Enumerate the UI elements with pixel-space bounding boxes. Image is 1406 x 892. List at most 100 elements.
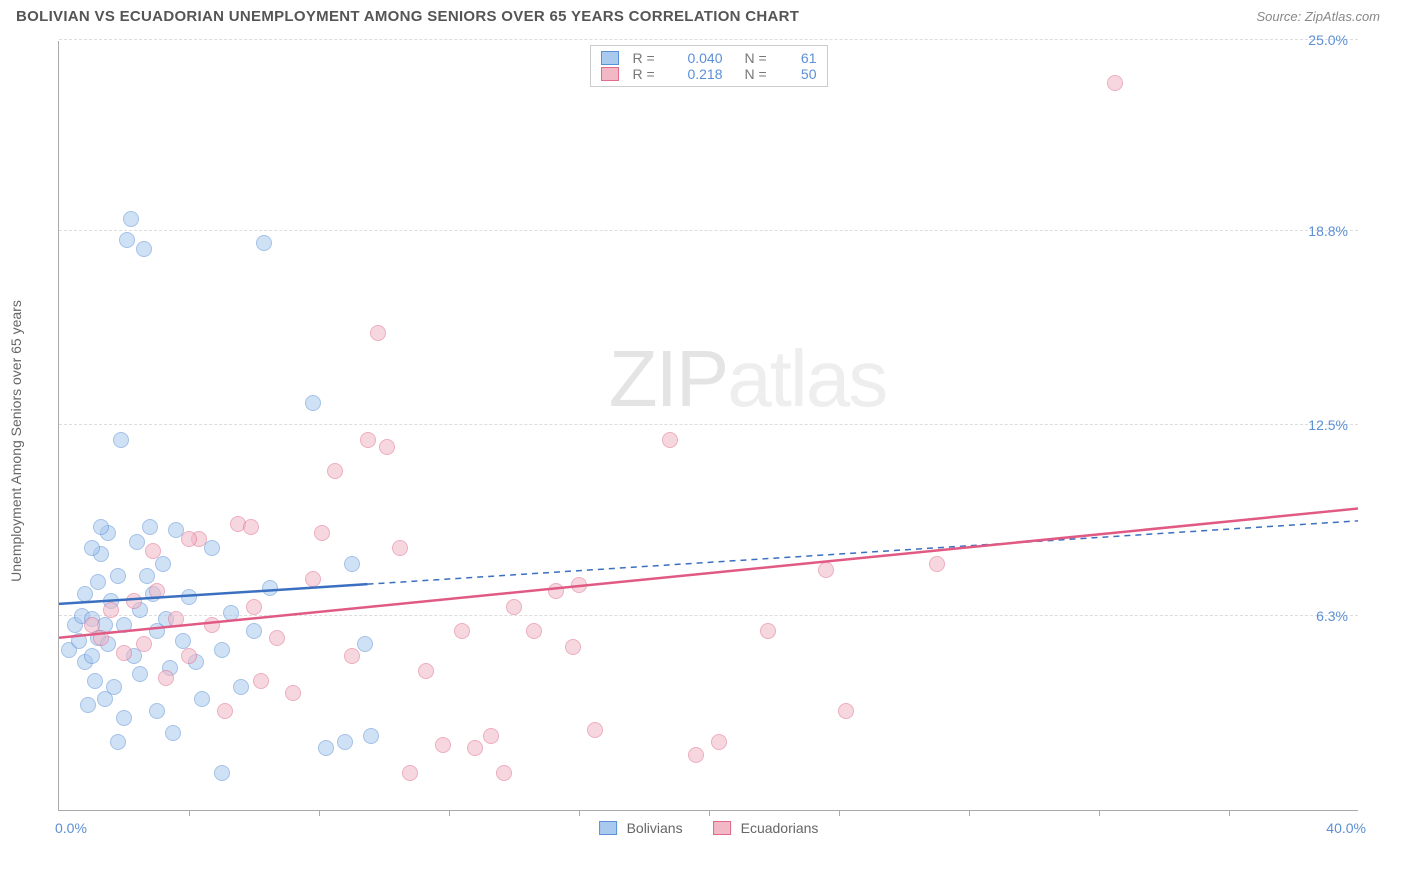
data-point	[84, 540, 100, 556]
data-point	[113, 432, 129, 448]
data-point	[571, 577, 587, 593]
grid-line	[59, 424, 1358, 425]
legend-label: Bolivians	[627, 820, 683, 836]
y-tick-label: 25.0%	[1308, 32, 1348, 48]
data-point	[526, 623, 542, 639]
x-tick	[1099, 810, 1100, 816]
legend-r-label: R =	[633, 66, 663, 82]
chart-title: BOLIVIAN VS ECUADORIAN UNEMPLOYMENT AMON…	[16, 8, 799, 25]
x-tick	[709, 810, 710, 816]
data-point	[483, 728, 499, 744]
data-point	[305, 395, 321, 411]
source-label: Source: ZipAtlas.com	[1256, 9, 1380, 24]
data-point	[838, 703, 854, 719]
data-point	[662, 432, 678, 448]
data-point	[129, 534, 145, 550]
data-point	[337, 734, 353, 750]
data-point	[149, 703, 165, 719]
data-point	[217, 703, 233, 719]
data-point	[256, 235, 272, 251]
data-point	[223, 605, 239, 621]
data-point	[87, 673, 103, 689]
data-point	[344, 556, 360, 572]
trend-lines	[59, 41, 1358, 810]
data-point	[565, 639, 581, 655]
x-tick	[969, 810, 970, 816]
legend-r-value: 0.040	[673, 50, 723, 66]
data-point	[165, 725, 181, 741]
watermark: ZIPatlas	[609, 333, 886, 425]
data-point	[363, 728, 379, 744]
data-point	[158, 670, 174, 686]
data-point	[379, 439, 395, 455]
x-tick	[189, 810, 190, 816]
data-point	[305, 571, 321, 587]
data-point	[145, 543, 161, 559]
x-max-label: 40.0%	[1326, 820, 1366, 836]
data-point	[269, 630, 285, 646]
data-point	[84, 648, 100, 664]
y-tick-label: 6.3%	[1316, 608, 1348, 624]
plot-area: ZIPatlas R =0.040N =61R =0.218N =50 0.0%…	[58, 41, 1358, 811]
data-point	[392, 540, 408, 556]
legend-r-value: 0.218	[673, 66, 723, 82]
x-tick	[319, 810, 320, 816]
data-point	[175, 633, 191, 649]
data-point	[370, 325, 386, 341]
data-point	[110, 568, 126, 584]
data-point	[818, 562, 834, 578]
data-point	[496, 765, 512, 781]
data-point	[454, 623, 470, 639]
y-tick-label: 18.8%	[1308, 223, 1348, 239]
data-point	[435, 737, 451, 753]
legend-swatch	[713, 821, 731, 835]
legend-row: R = 0.218 N = 50	[601, 66, 817, 82]
grid-line	[59, 230, 1358, 231]
legend-label: Ecuadorians	[741, 820, 819, 836]
data-point	[246, 599, 262, 615]
data-point	[688, 747, 704, 763]
data-point	[181, 648, 197, 664]
x-min-label: 0.0%	[55, 820, 87, 836]
data-point	[204, 540, 220, 556]
watermark-thin: atlas	[727, 334, 886, 423]
data-point	[136, 241, 152, 257]
data-point	[214, 765, 230, 781]
data-point	[285, 685, 301, 701]
data-point	[548, 583, 564, 599]
legend-row: R =0.040N =61	[601, 50, 817, 66]
data-point	[132, 666, 148, 682]
data-point	[181, 589, 197, 605]
data-point	[181, 531, 197, 547]
data-point	[506, 599, 522, 615]
data-point	[116, 710, 132, 726]
series-legend: Bolivians Ecuadorians	[599, 820, 819, 836]
data-point	[711, 734, 727, 750]
data-point	[93, 519, 109, 535]
legend-n-label: N =	[745, 66, 775, 82]
data-point	[1107, 75, 1123, 91]
data-point	[93, 630, 109, 646]
data-point	[123, 211, 139, 227]
legend-n-label: N =	[745, 50, 775, 66]
data-point	[233, 679, 249, 695]
legend-item: Bolivians	[599, 820, 683, 836]
grid-line	[59, 615, 1358, 616]
x-tick	[579, 810, 580, 816]
data-point	[929, 556, 945, 572]
legend-swatch	[599, 821, 617, 835]
data-point	[262, 580, 278, 596]
y-tick-label: 12.5%	[1308, 417, 1348, 433]
data-point	[106, 679, 122, 695]
legend-n-value: 50	[785, 66, 817, 82]
data-point	[253, 673, 269, 689]
data-point	[314, 525, 330, 541]
x-tick	[449, 810, 450, 816]
correlation-legend: R =0.040N =61R =0.218N =50	[590, 45, 828, 87]
data-point	[360, 432, 376, 448]
data-point	[194, 691, 210, 707]
data-point	[246, 623, 262, 639]
data-point	[243, 519, 259, 535]
data-point	[139, 568, 155, 584]
data-point	[136, 636, 152, 652]
